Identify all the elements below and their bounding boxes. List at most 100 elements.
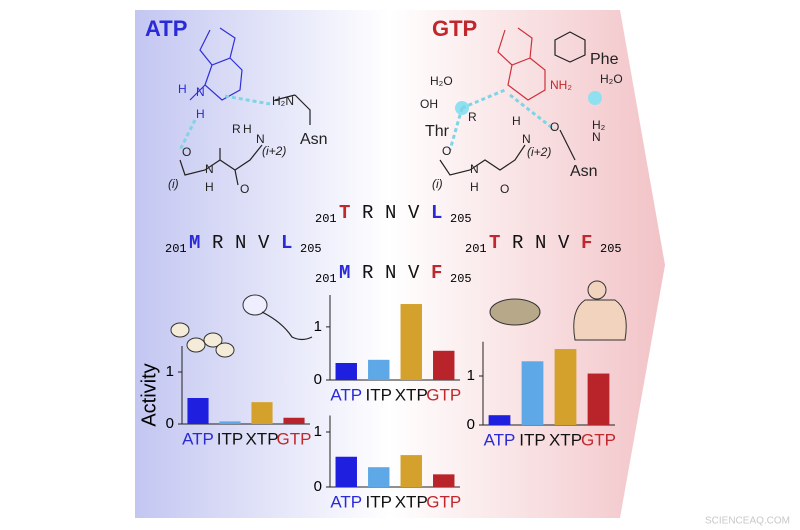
bar: [521, 361, 544, 425]
chem-label: H: [205, 180, 214, 194]
x-tick-label: XTP: [549, 430, 582, 449]
residue: L: [431, 202, 442, 224]
residue: T: [489, 232, 500, 254]
chem-label: H₂: [592, 118, 606, 132]
residue: R: [212, 232, 223, 254]
seq-end: 205: [300, 242, 322, 256]
bar: [219, 421, 241, 424]
bar: [400, 455, 422, 487]
x-tick-label: GTP: [581, 430, 616, 449]
bar: [488, 415, 511, 425]
bar: [433, 474, 455, 487]
seq-start: 201: [165, 242, 187, 256]
gtp-structure: [439, 27, 602, 176]
chem-label: (i+2): [527, 145, 551, 159]
chem-label: OH: [420, 97, 438, 111]
y-tick-label: 0: [314, 478, 322, 495]
x-tick-label: ITP: [217, 429, 243, 448]
right-title: GTP: [432, 16, 477, 41]
x-tick-label: XTP: [395, 385, 428, 404]
seq-start: 201: [315, 212, 337, 226]
organism-icons: [170, 280, 627, 358]
residue: R: [512, 232, 523, 254]
residue: M: [339, 262, 350, 284]
chem-label: NH₂: [550, 78, 572, 92]
chem-label: O: [240, 182, 249, 196]
residue: R: [362, 202, 373, 224]
left-title: ATP: [145, 16, 187, 41]
chem-label: H₂O: [430, 74, 453, 88]
bar: [335, 363, 357, 380]
residue: N: [385, 262, 396, 284]
seq-start: 201: [465, 242, 487, 256]
bar: [187, 398, 209, 424]
chem-label: H: [196, 107, 205, 121]
residue: V: [258, 232, 270, 254]
chem-label: Asn: [300, 131, 328, 148]
seq-start: 201: [315, 272, 337, 286]
chem-label: R: [232, 122, 241, 136]
y-tick-label: 1: [314, 423, 322, 440]
chem-label: N: [205, 162, 214, 176]
chem-label: N: [196, 85, 205, 99]
x-tick-label: ATP: [182, 429, 214, 448]
chem-label: O: [550, 120, 559, 134]
x-tick-label: ITP: [519, 430, 545, 449]
chem-label: H₂N: [272, 94, 294, 108]
chem-label: Asn: [570, 163, 598, 180]
seq-end: 205: [450, 212, 472, 226]
chem-label: N: [592, 130, 601, 144]
chem-label: N: [256, 132, 265, 146]
residue: N: [235, 232, 246, 254]
chem-label: (i+2): [262, 144, 286, 158]
chem-label: H₂O: [600, 72, 623, 86]
residue: T: [339, 202, 350, 224]
x-tick-label: ATP: [330, 492, 362, 511]
chem-label: Thr: [425, 123, 450, 140]
chem-label: H: [512, 114, 521, 128]
bar: [400, 304, 422, 380]
x-tick-label: XTP: [245, 429, 278, 448]
y-tick-label: 1: [467, 367, 475, 384]
x-tick-label: XTP: [395, 492, 428, 511]
chem-label: O: [442, 144, 451, 158]
bar: [251, 402, 273, 424]
residue: V: [408, 262, 420, 284]
y-axis-label: Activity: [138, 363, 160, 426]
bar: [335, 456, 357, 487]
y-tick-label: 0: [314, 371, 322, 388]
x-tick-label: GTP: [426, 385, 461, 404]
chem-label: O: [500, 182, 509, 196]
bar: [368, 467, 390, 487]
bar: [283, 417, 305, 424]
y-tick-label: 0: [166, 415, 174, 432]
chem-label: H: [470, 180, 479, 194]
seq-end: 205: [600, 242, 622, 256]
bar: [587, 373, 610, 425]
chem-label: N: [522, 132, 531, 146]
atp-structure: [178, 27, 311, 186]
chem-label: N: [470, 162, 479, 176]
residue: V: [408, 202, 420, 224]
y-tick-label: 1: [314, 318, 322, 335]
residue: R: [362, 262, 373, 284]
residue: N: [535, 232, 546, 254]
chem-label: H: [178, 82, 187, 96]
residue: F: [431, 262, 442, 284]
chem-label: H: [243, 122, 252, 136]
chem-label: Phe: [590, 51, 619, 68]
x-tick-label: ITP: [366, 492, 392, 511]
x-tick-label: GTP: [277, 429, 312, 448]
chem-label: (i): [168, 177, 179, 191]
residue: N: [385, 202, 396, 224]
chem-label: (i): [432, 177, 443, 191]
bar: [433, 350, 455, 380]
chem-label: R: [468, 110, 477, 124]
chem-label: O: [182, 145, 191, 159]
residue: M: [189, 232, 200, 254]
watermark: SCIENCEAQ.COM: [705, 516, 790, 527]
x-tick-label: GTP: [426, 492, 461, 511]
residue: V: [558, 232, 570, 254]
seq-end: 205: [450, 272, 472, 286]
